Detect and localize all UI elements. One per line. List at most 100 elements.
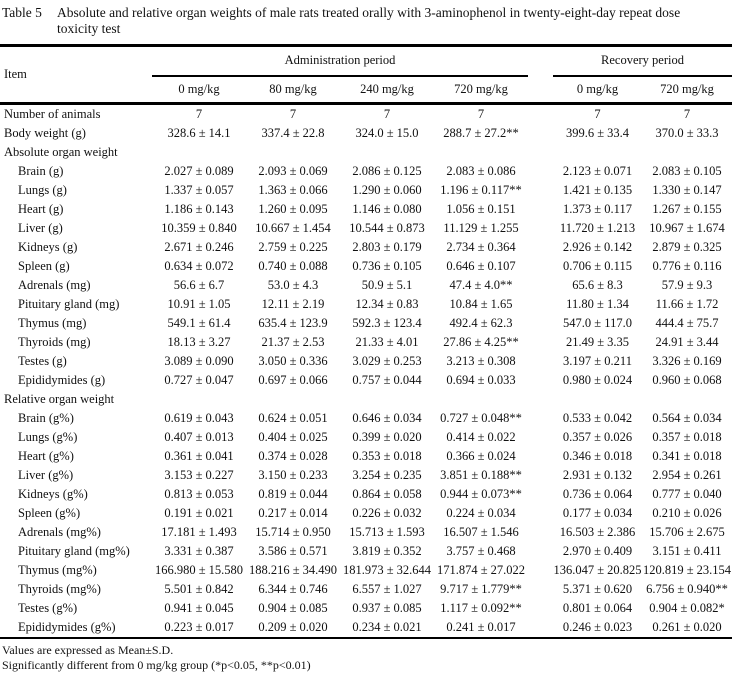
value-cell: 5.371 ± 0.620 <box>562 582 633 596</box>
row-label: Pituitary gland (mg) <box>18 297 120 311</box>
value-cell: 0.341 ± 0.018 <box>652 449 722 463</box>
value-cell: 0.210 ± 0.026 <box>652 506 722 520</box>
column-gap <box>528 561 553 580</box>
value-cell: 1.186 ± 0.143 <box>164 202 234 216</box>
section-header-row: Relative organ weight <box>0 390 732 409</box>
row-label: Body weight (g) <box>4 126 86 140</box>
dose-header-recovery-720: 720 mg/kg <box>642 75 732 105</box>
row-label: Thyroids (mg) <box>18 335 91 349</box>
value-cell: 0.361 ± 0.041 <box>164 449 234 463</box>
value-cell: 6.344 ± 0.746 <box>258 582 328 596</box>
value-cell: 5.501 ± 0.842 <box>164 582 234 596</box>
footnotes: Values are expressed as Mean±S.D. Signif… <box>0 639 732 673</box>
table-caption: Table 5 Absolute and relative organ weig… <box>0 0 732 37</box>
value-cell: 0.246 ± 0.023 <box>562 620 633 634</box>
value-cell: 12.11 ± 2.19 <box>261 297 325 311</box>
column-gap <box>528 466 553 485</box>
row-label: Liver (g) <box>18 221 63 235</box>
value-cell: 288.7 ± 27.2** <box>443 126 519 140</box>
value-cell: 0.646 ± 0.034 <box>352 411 422 425</box>
value-cell: 7 <box>477 107 485 121</box>
row-label: Spleen (g) <box>18 259 70 273</box>
value-cell: 7 <box>683 107 691 121</box>
value-cell: 0.226 ± 0.032 <box>352 506 422 520</box>
value-cell: 53.0 ± 4.3 <box>267 278 319 292</box>
table-row: Lungs (g) 1.337 ± 0.057 1.363 ± 0.066 1.290… <box>0 181 732 200</box>
table-row: Testes (g) 3.089 ± 0.090 3.050 ± 0.336 3.02… <box>0 352 732 371</box>
value-cell: 0.564 ± 0.034 <box>652 411 722 425</box>
table-row: Body weight (g) 328.6 ± 14.1 337.4 ± 22.8 3… <box>0 124 732 143</box>
administration-period-header: Administration period <box>152 45 528 77</box>
table-row: Thyroids (mg) 18.13 ± 3.27 21.37 ± 2.53 21.… <box>0 333 732 352</box>
item-column-header: Item <box>0 45 152 105</box>
value-cell: 2.734 ± 0.364 <box>446 240 516 254</box>
value-cell <box>340 143 434 162</box>
value-cell: 171.874 ± 27.022 <box>436 563 526 577</box>
value-cell: 0.177 ± 0.034 <box>562 506 633 520</box>
section-label: Absolute organ weight <box>4 145 118 159</box>
column-gap <box>528 257 553 276</box>
table-row: Epididymides (g%) 0.223 ± 0.017 0.209 ± 0.… <box>0 618 732 638</box>
column-gap <box>528 542 553 561</box>
value-cell: 1.337 ± 0.057 <box>164 183 234 197</box>
value-cell: 0.374 ± 0.028 <box>258 449 328 463</box>
column-gap <box>528 295 553 314</box>
value-cell <box>340 390 434 409</box>
value-cell: 0.366 ± 0.024 <box>446 449 516 463</box>
value-cell: 0.736 ± 0.064 <box>562 487 633 501</box>
value-cell <box>553 143 642 162</box>
value-cell: 2.083 ± 0.086 <box>446 164 516 178</box>
value-cell: 136.047 ± 20.825 <box>553 563 642 577</box>
row-label: Brain (g) <box>18 164 64 178</box>
value-cell: 0.776 ± 0.116 <box>652 259 722 273</box>
table-body: Number of animals 7 7 7 7 7 7 Body weight (g) 32… <box>0 104 732 639</box>
value-cell: 0.407 ± 0.013 <box>164 430 234 444</box>
value-cell: 0.357 ± 0.026 <box>562 430 633 444</box>
column-gap <box>528 409 553 428</box>
value-cell <box>434 390 528 409</box>
row-label: Brain (g%) <box>18 411 74 425</box>
table-row: Heart (g) 1.186 ± 0.143 1.260 ± 0.095 1.146… <box>0 200 732 219</box>
value-cell: 0.223 ± 0.017 <box>164 620 234 634</box>
value-cell: 0.813 ± 0.053 <box>164 487 234 501</box>
value-cell: 0.404 ± 0.025 <box>258 430 328 444</box>
value-cell: 0.819 ± 0.044 <box>258 487 328 501</box>
table-row: Heart (g%) 0.361 ± 0.041 0.374 ± 0.028 0.35… <box>0 447 732 466</box>
column-gap <box>528 219 553 238</box>
value-cell: 0.346 ± 0.018 <box>562 449 633 463</box>
column-gap <box>528 333 553 352</box>
column-gap <box>528 618 553 638</box>
value-cell: 0.736 ± 0.105 <box>352 259 422 273</box>
column-gap <box>528 447 553 466</box>
value-cell: 0.904 ± 0.085 <box>258 601 328 615</box>
table-row: Thymus (mg) 549.1 ± 61.4 635.4 ± 123.9 592.… <box>0 314 732 333</box>
value-cell: 1.196 ± 0.117** <box>440 183 522 197</box>
value-cell: 1.330 ± 0.147 <box>652 183 722 197</box>
value-cell: 0.634 ± 0.072 <box>164 259 234 273</box>
value-cell: 370.0 ± 33.3 <box>655 126 719 140</box>
value-cell: 3.150 ± 0.233 <box>258 468 328 482</box>
value-cell: 592.3 ± 123.4 <box>352 316 422 330</box>
value-cell: 0.757 ± 0.044 <box>352 373 422 387</box>
value-cell: 21.49 ± 3.35 <box>565 335 630 349</box>
column-gap <box>528 124 553 143</box>
value-cell: 492.4 ± 62.3 <box>449 316 513 330</box>
value-cell: 7 <box>594 107 601 121</box>
value-cell: 166.980 ± 15.580 <box>154 563 244 577</box>
value-cell: 0.646 ± 0.107 <box>446 259 516 273</box>
value-cell: 6.557 ± 1.027 <box>352 582 422 596</box>
column-gap <box>528 238 553 257</box>
value-cell <box>642 390 732 409</box>
value-cell: 7 <box>195 107 203 121</box>
column-gap <box>528 314 553 333</box>
value-cell: 399.6 ± 33.4 <box>565 126 630 140</box>
value-cell <box>152 390 246 409</box>
value-cell: 17.181 ± 1.493 <box>161 525 237 539</box>
value-cell: 3.254 ± 0.235 <box>352 468 422 482</box>
dose-header-recovery-0: 0 mg/kg <box>553 75 642 105</box>
value-cell: 24.91 ± 3.44 <box>655 335 719 349</box>
value-cell: 10.91 ± 1.05 <box>167 297 231 311</box>
value-cell: 0.740 ± 0.088 <box>258 259 328 273</box>
value-cell: 11.720 ± 1.213 <box>559 221 636 235</box>
